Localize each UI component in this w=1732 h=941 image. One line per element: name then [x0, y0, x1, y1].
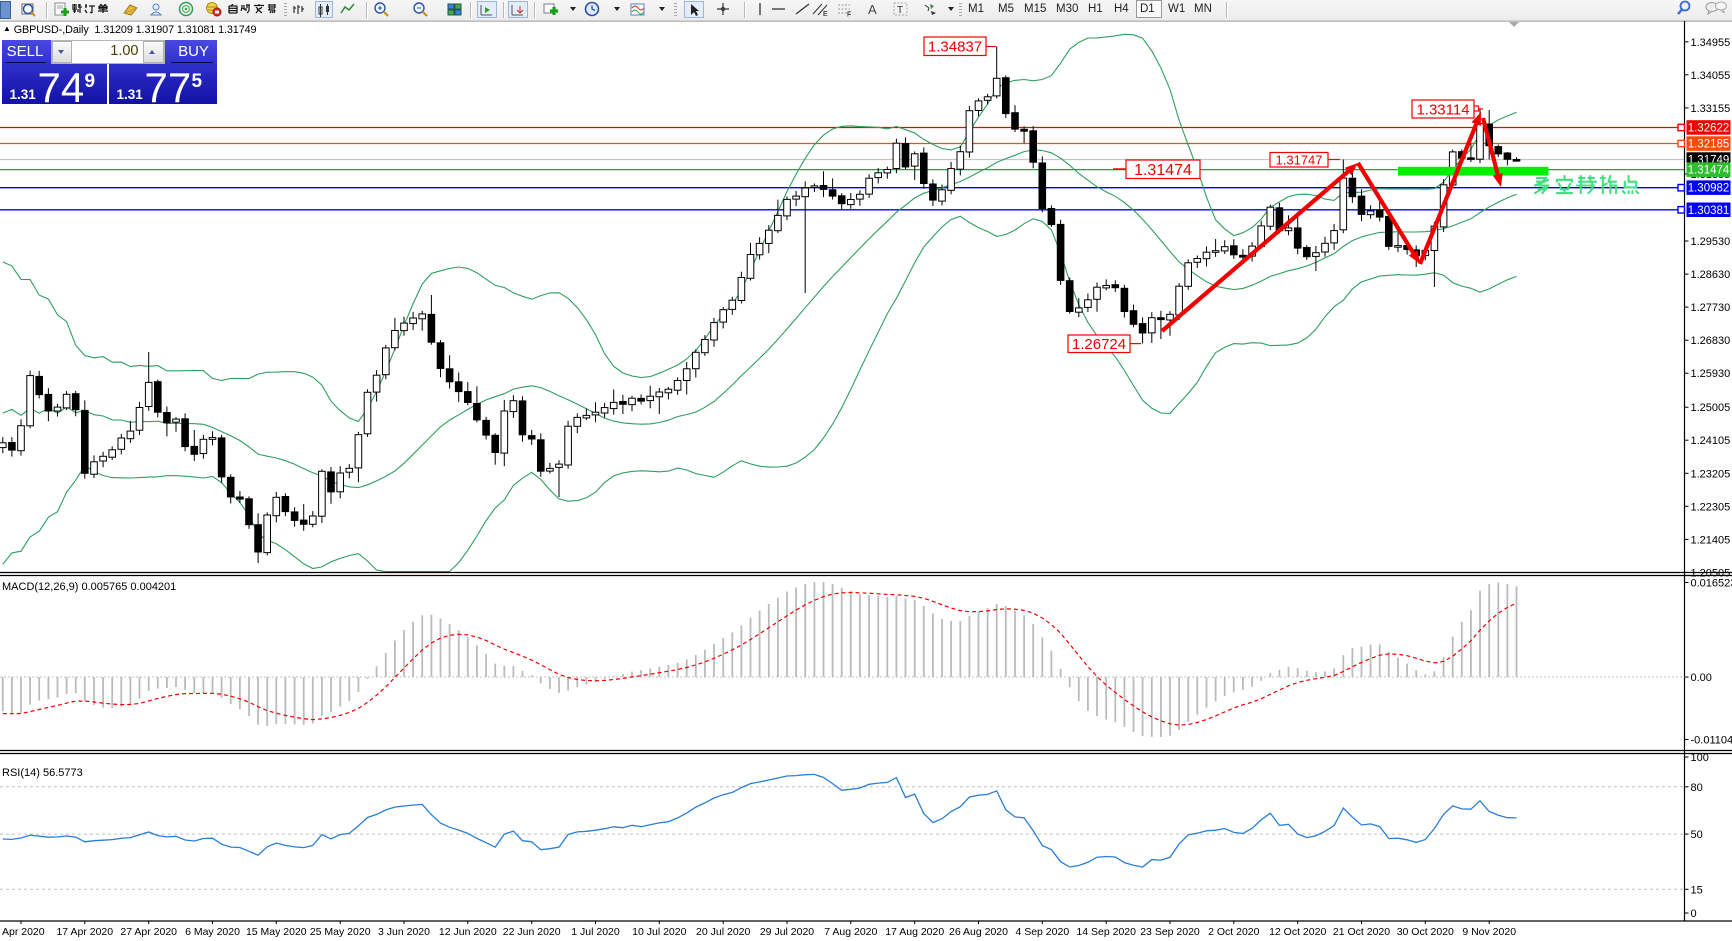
svg-text:T: T [897, 5, 903, 16]
svg-text:1 Jul 2020: 1 Jul 2020 [571, 926, 620, 938]
svg-text:14 Sep 2020: 14 Sep 2020 [1076, 926, 1136, 938]
svg-text:21 Oct 2020: 21 Oct 2020 [1333, 926, 1390, 938]
svg-text:1.34055: 1.34055 [1691, 70, 1731, 82]
svg-text:15 May 2020: 15 May 2020 [246, 926, 307, 938]
svg-text:0.016523: 0.016523 [1691, 578, 1732, 590]
svg-text:100: 100 [1691, 752, 1709, 764]
svg-text:1.24105: 1.24105 [1691, 435, 1731, 447]
svg-text:1.33114: 1.33114 [1416, 101, 1469, 118]
svg-text:22 Jun 2020: 22 Jun 2020 [503, 926, 561, 938]
svg-text:23 Sep 2020: 23 Sep 2020 [1140, 926, 1200, 938]
svg-text:MACD(12,26,9) 0.005765 0.00420: MACD(12,26,9) 0.005765 0.004201 [2, 581, 176, 593]
svg-text:1.20505: 1.20505 [1691, 567, 1731, 579]
svg-text:1.21405: 1.21405 [1691, 534, 1731, 546]
svg-text:6 May 2020: 6 May 2020 [185, 926, 240, 938]
svg-text:1.27730: 1.27730 [1691, 302, 1731, 314]
svg-text:3 Jun 2020: 3 Jun 2020 [378, 926, 430, 938]
svg-text:1.31474: 1.31474 [1134, 162, 1192, 179]
svg-text:0.00: 0.00 [1691, 672, 1712, 684]
svg-text:4 Sep 2020: 4 Sep 2020 [1015, 926, 1069, 938]
svg-text:1.25005: 1.25005 [1691, 402, 1731, 414]
svg-text:RSI(14) 56.5773: RSI(14) 56.5773 [2, 767, 83, 779]
svg-text:1.32622: 1.32622 [1688, 123, 1730, 135]
svg-text:F: F [847, 12, 851, 19]
svg-text:1.33155: 1.33155 [1691, 103, 1731, 115]
svg-text:12 Jun 2020: 12 Jun 2020 [439, 926, 497, 938]
svg-text:26 Aug 2020: 26 Aug 2020 [949, 926, 1008, 938]
svg-text:1.34955: 1.34955 [1691, 37, 1731, 49]
svg-text:12 Oct 2020: 12 Oct 2020 [1269, 926, 1326, 938]
svg-text:2 Oct 2020: 2 Oct 2020 [1208, 926, 1260, 938]
svg-text:1.32185: 1.32185 [1688, 139, 1730, 151]
svg-text:50: 50 [1691, 829, 1703, 841]
svg-text:9 Nov 2020: 9 Nov 2020 [1462, 926, 1516, 938]
svg-text:-0.011044: -0.011044 [1691, 735, 1732, 747]
svg-text:Apr 2020: Apr 2020 [2, 926, 45, 938]
svg-text:1.31747: 1.31747 [1276, 152, 1323, 167]
svg-text:1.30381: 1.30381 [1688, 205, 1730, 217]
svg-text:17 Apr 2020: 17 Apr 2020 [56, 926, 113, 938]
svg-text:27 Apr 2020: 27 Apr 2020 [120, 926, 177, 938]
svg-text:25 May 2020: 25 May 2020 [310, 926, 371, 938]
svg-text:10 Jul 2020: 10 Jul 2020 [632, 926, 686, 938]
svg-text:7 Aug 2020: 7 Aug 2020 [824, 926, 877, 938]
svg-text:1.26830: 1.26830 [1691, 335, 1731, 347]
svg-text:1.22305: 1.22305 [1691, 501, 1731, 513]
svg-text:1.29530: 1.29530 [1691, 236, 1731, 248]
svg-text:1.23205: 1.23205 [1691, 468, 1731, 480]
svg-text:1.34837: 1.34837 [928, 39, 982, 56]
svg-text:30 Oct 2020: 30 Oct 2020 [1397, 926, 1454, 938]
svg-text:0: 0 [1691, 908, 1697, 920]
svg-text:80: 80 [1691, 782, 1703, 794]
svg-text:1.28630: 1.28630 [1691, 269, 1731, 281]
svg-text:1.31474: 1.31474 [1688, 165, 1730, 177]
svg-text:17 Aug 2020: 17 Aug 2020 [885, 926, 944, 938]
svg-text:29 Jul 2020: 29 Jul 2020 [760, 926, 814, 938]
svg-text:1.30982: 1.30982 [1688, 183, 1730, 195]
svg-text:E: E [823, 11, 828, 18]
svg-text:20 Jul 2020: 20 Jul 2020 [696, 926, 750, 938]
svg-text:15: 15 [1691, 884, 1703, 896]
svg-text:1.25930: 1.25930 [1691, 368, 1731, 380]
svg-text:1.26724: 1.26724 [1072, 336, 1126, 353]
